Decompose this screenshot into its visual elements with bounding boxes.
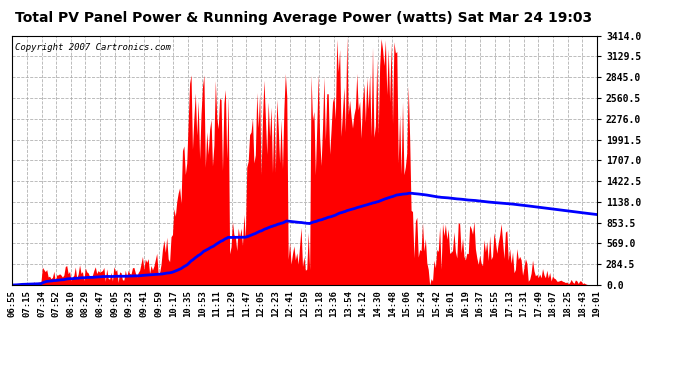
Text: Total PV Panel Power & Running Average Power (watts) Sat Mar 24 19:03: Total PV Panel Power & Running Average P… <box>15 11 592 25</box>
Text: Copyright 2007 Cartronics.com: Copyright 2007 Cartronics.com <box>15 43 171 52</box>
